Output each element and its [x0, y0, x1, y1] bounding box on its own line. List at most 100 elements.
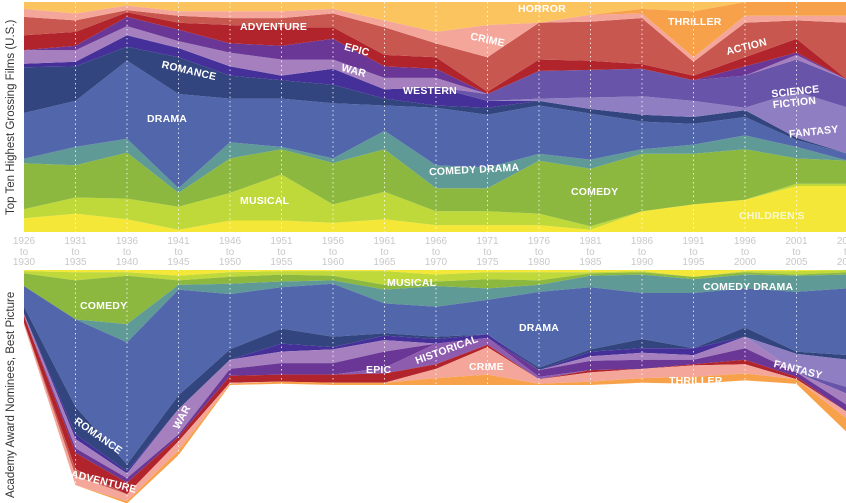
area-musical — [24, 270, 846, 285]
x-tick-line: 1931 — [64, 236, 87, 247]
x-tick-line: 1956 — [321, 236, 345, 247]
x-tick-label: 1996 to 2000 — [725, 236, 765, 269]
x-tick-line: to — [277, 246, 286, 258]
area-epic — [24, 316, 846, 483]
x-tick-line: to — [637, 246, 647, 258]
x-tick-label: 1946 to 1950 — [210, 236, 250, 269]
label-adventure: ADVENTURE — [240, 21, 308, 33]
x-tick-label: 1936 to 1940 — [107, 236, 147, 269]
x-tick-line: to — [174, 246, 183, 258]
label-comedy-drama-bottom: COMEDY DRAMA — [703, 281, 794, 293]
x-tick-line: 1990 — [630, 257, 654, 268]
x-tick-line: 1996 — [733, 236, 757, 247]
x-tick-line: 2000 — [733, 257, 757, 268]
x-tick-line: 1951 — [270, 236, 293, 247]
x-tick-line: 1960 — [321, 257, 345, 268]
area-war — [24, 26, 846, 94]
bottom-chart-ylabel: Academy Award Nominees, Best Picture — [5, 291, 17, 498]
x-tick-line: to — [71, 246, 80, 258]
x-tick-label: 1976 to 1980 — [519, 236, 559, 269]
x-tick-label: 1966 to 1970 — [416, 236, 456, 269]
area-comedy-drama — [24, 274, 846, 343]
x-tick-line: 1995 — [682, 257, 705, 268]
area-western — [24, 35, 846, 154]
x-tick-line: 1941 — [167, 236, 190, 247]
label-comedy: COMEDY — [571, 186, 619, 198]
x-tick-line: 1955 — [270, 257, 293, 268]
x-tick-label: 2001 to 2005 — [777, 236, 817, 269]
x-tick-line: to — [483, 246, 492, 258]
area-musical — [24, 174, 846, 230]
x-tick-label: 1926 to 1930 — [4, 236, 44, 269]
x-tick-line: 1950 — [218, 257, 242, 268]
area-adventure — [24, 12, 846, 94]
x-tick-line: 1930 — [12, 257, 36, 268]
x-tick-line: to — [19, 246, 29, 258]
x-tick-label: 1961 to 1965 — [365, 236, 405, 269]
x-tick-line: 1965 — [373, 257, 396, 268]
area-war — [24, 313, 846, 479]
x-tick-line: to — [586, 246, 595, 258]
x-tick-line: to — [225, 246, 235, 258]
x-tick-line: to — [380, 246, 389, 258]
x-tick-line: 1946 — [218, 236, 242, 247]
area-comedy — [24, 272, 846, 325]
x-tick-line: 2006 — [836, 236, 846, 247]
x-tick-line: to — [843, 246, 846, 258]
label-drama-bottom: DRAMA — [519, 322, 560, 334]
x-tick-line: 1976 — [527, 236, 551, 247]
top-chart-ylabel: Top Ten Highest Grossing Films (U.S.) — [5, 19, 17, 215]
x-tick-line: to — [122, 246, 132, 258]
area-comedy — [24, 149, 846, 227]
area-adventure — [24, 316, 846, 495]
x-tick-line: 1980 — [527, 257, 551, 268]
x-tick-line: 1940 — [115, 257, 139, 268]
label-musical-bottom: MUSICAL — [387, 277, 437, 289]
x-tick-label: 1941 to 1945 — [159, 236, 199, 269]
x-tick-line: 1975 — [476, 257, 499, 268]
x-tick-line: 1935 — [64, 257, 87, 268]
x-tick-line: 1926 — [12, 236, 36, 247]
x-tick-label: 1956 to 1960 — [313, 236, 353, 269]
x-tick-line: 1985 — [579, 257, 602, 268]
x-tick-line: 1966 — [424, 236, 448, 247]
area-historical — [24, 316, 846, 483]
x-tick-line: to — [689, 246, 698, 258]
x-tick-line: 1945 — [167, 257, 190, 268]
x-tick-label: 1971 to 1975 — [468, 236, 508, 269]
area-thriller — [24, 2, 846, 58]
label-horror: HORROR — [518, 3, 566, 15]
label-childrens: CHILDREN'S — [739, 210, 805, 222]
x-tick-line: to — [431, 246, 441, 258]
area-romance — [24, 306, 846, 472]
x-tick-label: 1951 to 1955 — [262, 236, 302, 269]
label-thriller: THRILLER — [668, 16, 722, 28]
x-tick-label: 1986 to 1990 — [622, 236, 662, 269]
label-musical: MUSICAL — [240, 195, 290, 207]
x-tick-line: to — [534, 246, 544, 258]
x-tick-line: to — [328, 246, 338, 258]
x-tick-line: 1981 — [579, 236, 602, 247]
area-childrens — [24, 186, 846, 232]
area-drama — [24, 60, 846, 189]
x-tick-label: 1931 to 1935 — [56, 236, 96, 269]
x-tick-line: 1971 — [476, 236, 499, 247]
area-western — [24, 313, 846, 474]
label-epic-bottom: EPIC — [366, 364, 392, 376]
area-science-fiction — [24, 35, 846, 108]
area-action — [24, 10, 846, 92]
x-tick-line: 1986 — [630, 236, 654, 247]
label-drama: DRAMA — [147, 113, 188, 125]
label-science-fiction: SCIENCE FICTION — [770, 83, 820, 112]
label-thriller-bottom: THRILLER — [669, 375, 723, 387]
x-tick-line: 1991 — [682, 236, 705, 247]
area-romance — [24, 46, 846, 154]
area-childrens — [24, 270, 846, 277]
label-crime-bottom: CRIME — [469, 361, 504, 373]
label-western: WESTERN — [403, 85, 457, 97]
area-crime — [24, 5, 846, 62]
x-tick-line: 2005 — [785, 257, 808, 268]
x-tick-line: 2010 — [836, 257, 846, 268]
label-comedy-bottom: COMEDY — [80, 300, 128, 312]
